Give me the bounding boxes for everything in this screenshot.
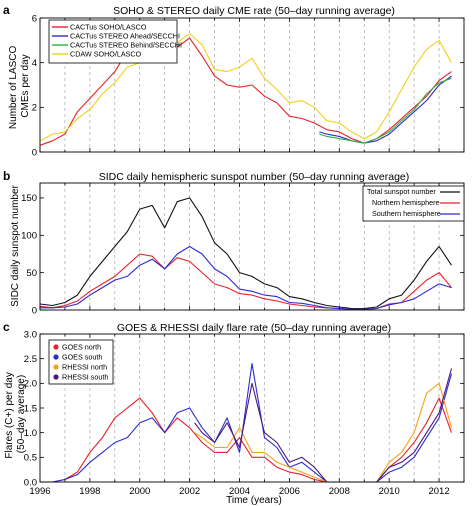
y-tick-label: 0 <box>32 147 37 158</box>
legend-label-northern-hemisphere: Northern hemisphere <box>372 198 440 207</box>
x-axis-label: Time (years) <box>226 495 282 506</box>
y-tick-label: 150 <box>21 193 37 204</box>
y-tick-label: 1.0 <box>24 428 37 439</box>
panel-c-legend: GOES north GOES south RHESSI north RHESS… <box>48 339 114 385</box>
y-tick-label: 0 <box>32 305 37 316</box>
panel-c-ylabel-line1: Flares (C+) per day <box>4 372 15 458</box>
legend-label-southern-hemisphere: Southern hemisphere <box>372 209 441 218</box>
panel-b-ylabel: SIDC daily sunspot number <box>10 184 21 306</box>
x-tick-label: 2006 <box>279 486 300 497</box>
y-tick-label: 0.0 <box>24 477 37 488</box>
y-tick-label: 2.5 <box>24 354 37 365</box>
legend-swatch-goes-north <box>53 344 59 350</box>
series-line-southern-hemisphere <box>40 245 452 310</box>
panel-a-ylabel-line1: Number of LASCO <box>8 45 19 129</box>
y-tick-label: 3.0 <box>24 329 37 340</box>
legend-label-cdaw-lasco: CDAW SOHO/LASCO <box>70 50 142 59</box>
legend-label-total-sunspot: Total sunspot number <box>367 187 436 196</box>
panel-a-title: SOHO & STEREO daily CME rate (50–day run… <box>113 5 395 17</box>
legend-label-cactus-stereo-ahead: CACTus STEREO Ahead/SECCHI <box>70 32 180 41</box>
series-line-goes-south <box>40 363 453 483</box>
legend-label-cactus-stereo-behind: CACTus STEREO Behind/SECCHI <box>70 41 182 50</box>
panel-c-ylabel-line2: (50–day average) <box>16 375 27 453</box>
series-line-rhessi-north <box>194 382 453 483</box>
panel-label-a: a <box>3 3 10 17</box>
series-line-cdaw-soho-lasco <box>39 33 452 142</box>
legend-label-cactus-lasco: CACTus SOHO/LASCO <box>70 23 147 32</box>
series-line-total-sunspot-number <box>39 197 452 310</box>
panel-c-legend-box <box>48 339 114 385</box>
legend-swatch-rhessi-south <box>53 374 59 380</box>
series-line-cactus-soho-lasco <box>39 37 452 146</box>
y-tick-label: 6 <box>32 13 37 24</box>
x-tick-label: 1998 <box>79 486 100 497</box>
panel-a-ylabel-line2: CMEs per day <box>20 54 31 117</box>
panel-a-plot: 0 2 4 6 <box>32 13 465 158</box>
panel-a-legend-box <box>48 19 178 64</box>
series-line-cactus-stereo-ahead-secchi <box>319 75 452 144</box>
panel-c-plot: 0.0 0.5 1.0 1.5 2.0 2.5 3.0 1996 1998 2000 2002 200… <box>24 329 465 497</box>
panel-a-frame <box>39 17 465 153</box>
x-tick-label: 2002 <box>179 486 200 497</box>
x-tick-label: 2010 <box>379 486 400 497</box>
x-tick-label: 2000 <box>129 486 150 497</box>
y-tick-label: 2 <box>32 103 37 114</box>
legend-swatch-goes-south <box>53 354 59 360</box>
series-line-cactus-stereo-behind-secchi <box>319 77 452 144</box>
panel-c-ylabel: Flares (C+) per day (50–day average) <box>4 369 27 458</box>
y-tick-label: 50 <box>26 268 37 279</box>
panel-b-legend: Total sunspot number Northern hemisphere… <box>362 185 465 222</box>
legend-label-goes-south: GOES south <box>62 353 102 362</box>
x-tick-label: 1996 <box>29 486 50 497</box>
y-tick-label: 100 <box>21 231 37 242</box>
panel-c-title: GOES & RHESSI daily flare rate (50–day r… <box>117 322 391 334</box>
panel-label-b: b <box>3 169 10 183</box>
y-tick-label: 4 <box>32 58 37 69</box>
panel-b-frame <box>39 182 465 311</box>
legend-label-goes-north: GOES north <box>62 343 101 352</box>
y-tick-label: 1.5 <box>24 403 37 414</box>
y-tick-label: 2.0 <box>24 379 37 390</box>
x-tick-label: 2008 <box>329 486 350 497</box>
x-tick-label: 2012 <box>428 486 449 497</box>
series-line-rhessi-south <box>194 368 453 483</box>
legend-label-rhessi-south: RHESSI south <box>62 373 108 382</box>
y-tick-label: 0.5 <box>24 453 37 464</box>
panel-b-plot: 0 50 100 150 <box>21 182 465 316</box>
panel-label-c: c <box>3 320 10 334</box>
panel-a-legend: CACTus SOHO/LASCO CACTus STEREO Ahead/SE… <box>48 19 182 64</box>
legend-swatch-rhessi-north <box>53 364 59 370</box>
legend-label-rhessi-north: RHESSI north <box>62 363 107 372</box>
x-tick-label: 2004 <box>229 486 250 497</box>
panel-a-ylabel: Number of LASCO CMEs per day <box>8 43 31 129</box>
panel-b-title: SIDC daily hemispheric sunspot number (5… <box>99 171 410 183</box>
